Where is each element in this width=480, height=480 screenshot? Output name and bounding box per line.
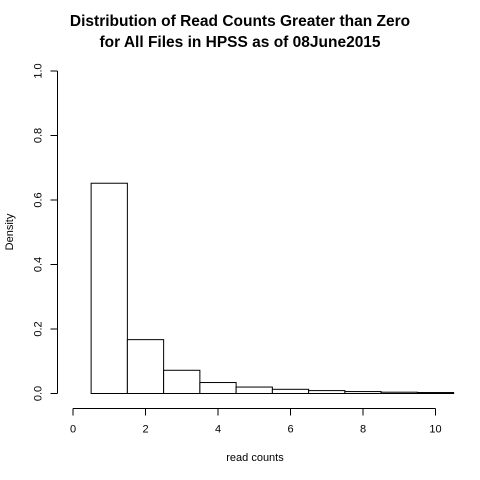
x-axis-label: read counts bbox=[226, 452, 284, 464]
histogram-bars bbox=[90, 182, 455, 395]
x-tick-label: 4 bbox=[215, 424, 221, 436]
histogram-bar bbox=[199, 382, 237, 395]
histogram-bar bbox=[271, 388, 310, 394]
y-axis-label: Density bbox=[4, 213, 16, 250]
histogram-bar bbox=[235, 386, 273, 394]
y-tick-label: 0.0 bbox=[33, 386, 45, 401]
histogram-bar bbox=[90, 182, 128, 394]
y-axis: 0.0 0.2 0.4 0.6 0.8 1.0 bbox=[33, 63, 58, 401]
y-tick-label: 0.2 bbox=[33, 321, 45, 336]
histogram-bar bbox=[126, 339, 165, 394]
x-tick-label: 0 bbox=[70, 424, 76, 436]
histogram-bar bbox=[380, 391, 418, 394]
x-tick-label: 6 bbox=[287, 424, 293, 436]
y-tick-label: 0.6 bbox=[33, 192, 45, 207]
chart-title-line-1: Distribution of Read Counts Greater than… bbox=[70, 13, 410, 30]
histogram-bar bbox=[344, 391, 382, 395]
chart-title-line-2: for All Files in HPSS as of 08June2015 bbox=[99, 34, 380, 51]
y-tick-label: 1.0 bbox=[33, 63, 45, 78]
x-tick-label: 10 bbox=[429, 424, 441, 436]
histogram-bar bbox=[308, 390, 346, 395]
x-axis: 0 2 4 6 8 10 bbox=[70, 408, 442, 436]
histogram-bar bbox=[416, 392, 455, 395]
x-tick-label: 2 bbox=[142, 424, 148, 436]
histogram-bar bbox=[163, 369, 201, 394]
y-tick-label: 0.4 bbox=[33, 257, 45, 272]
y-tick-label: 0.8 bbox=[33, 128, 45, 143]
x-tick-label: 8 bbox=[360, 424, 366, 436]
